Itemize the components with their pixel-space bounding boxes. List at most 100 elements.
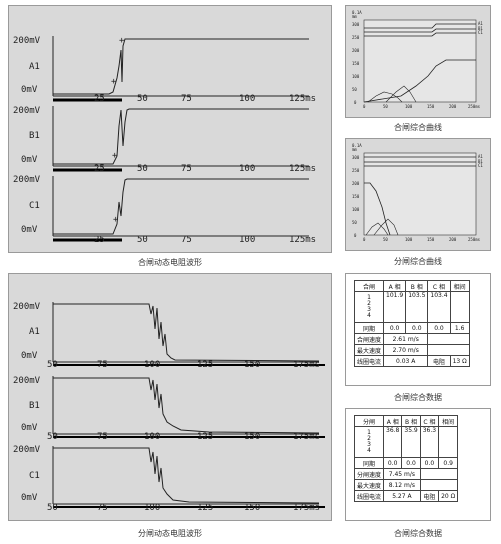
x-tick: 100 (239, 164, 255, 174)
empty-cell (427, 344, 470, 356)
svg-text:100: 100 (144, 360, 160, 370)
coil-value: 0.03 A (383, 355, 429, 367)
svg-text:75: 75 (97, 360, 108, 370)
sync-a: 0.0 (383, 457, 403, 469)
plus-marker: + (113, 215, 119, 225)
value-b: 35.9 (401, 426, 421, 458)
y-bottom-label: 0mV (21, 493, 38, 503)
table-header: 相间 (438, 415, 459, 427)
close-x-axis-1: 25 50 75 100 125ms (94, 94, 316, 104)
close-channel-b1: 200mV B1 0mV + (13, 106, 309, 172)
svg-text:100: 100 (352, 207, 360, 212)
caption-close-wave: 合闸动态电阻波形 (138, 258, 202, 267)
svg-text:300: 300 (352, 155, 360, 160)
y-unit2: mm (352, 147, 357, 152)
channel-label: A1 (29, 62, 40, 72)
max-speed-value: 2.70 m/s (383, 344, 429, 356)
y-bottom-label: 0mV (21, 155, 38, 165)
svg-text:250ms: 250ms (468, 104, 481, 109)
y-top-label: 200mV (13, 376, 41, 386)
svg-text:150: 150 (427, 237, 435, 242)
close-x-axis-3: 25 50 75 100 125ms (94, 235, 316, 245)
y-top-label: 200mV (13, 175, 41, 185)
table-header: 相间 (449, 280, 470, 292)
table-header: 合闸 (353, 280, 385, 292)
sync-label: 同期 (353, 322, 385, 334)
open-x-axis-3: 50 75 100 125 150 175ms (47, 503, 320, 513)
svg-text:A1: A1 (478, 154, 483, 159)
svg-text:250ms: 250ms (468, 237, 481, 242)
max-speed-label: 最大速度 (353, 479, 385, 491)
res-value: 20 Ω (438, 490, 459, 502)
x-axis-ticks: 0 50 100 150 200 250ms (363, 104, 481, 109)
y-top-label: 200mV (13, 302, 41, 312)
svg-text:C1: C1 (478, 163, 483, 168)
open-x-axis-2: 50 75 100 125 150 175ms (47, 432, 320, 442)
x-tick: 125ms (289, 94, 316, 104)
svg-text:125: 125 (197, 432, 213, 442)
legend: A1 B1 C1 (478, 154, 483, 168)
svg-text:B1: B1 (478, 26, 483, 31)
caption-close-curve: 合闸综合曲线 (394, 123, 442, 132)
channel-label: B1 (29, 131, 40, 141)
channel-label: A1 (29, 327, 40, 337)
value-c: 36.3 (419, 426, 440, 458)
svg-text:50: 50 (352, 220, 357, 225)
sync-inter: 1.6 (449, 322, 470, 334)
value-inter (438, 426, 459, 458)
empty-cell (427, 333, 470, 345)
svg-text:100: 100 (352, 74, 360, 79)
sync-a: 0.0 (383, 322, 407, 334)
x-tick: 50 (137, 164, 148, 174)
svg-text:B1: B1 (478, 159, 483, 164)
svg-text:175ms: 175ms (293, 432, 320, 442)
table-header: A 相 (383, 280, 407, 292)
y-axis-ticks: 300 250 200 150 100 50 0 (352, 22, 360, 105)
table-header: C 相 (419, 415, 440, 427)
channel-label: B1 (29, 401, 40, 411)
table-header: B 相 (401, 415, 421, 427)
y-unit: 0.1A (352, 143, 362, 148)
svg-text:250: 250 (352, 168, 360, 173)
res-label: 电阻 (419, 490, 440, 502)
svg-text:150: 150 (244, 503, 260, 513)
plus-marker: + (119, 36, 125, 46)
close-waveform-panel: 200mV A1 0mV + + 25 50 75 100 125ms 200m… (8, 5, 332, 253)
x-tick: 25 (94, 235, 105, 245)
res-label: 电阻 (427, 355, 451, 367)
svg-text:125: 125 (197, 360, 213, 370)
svg-text:50: 50 (352, 87, 357, 92)
svg-text:200: 200 (449, 104, 457, 109)
svg-text:125: 125 (197, 503, 213, 513)
speed-label: 分闸速度 (353, 468, 385, 480)
open-x-axis-1: 50 75 100 125 150 175ms (47, 360, 320, 370)
coil-label: 线圈电流 (353, 490, 385, 502)
svg-text:50: 50 (383, 237, 388, 242)
value-inter (449, 291, 470, 323)
svg-text:75: 75 (97, 503, 108, 513)
x-tick: 125ms (289, 164, 316, 174)
y-top-label: 200mV (13, 36, 41, 46)
value-a: 101.9 (383, 291, 407, 323)
plus-marker: + (112, 151, 118, 161)
empty-cell (419, 479, 459, 491)
coil-value: 5.27 A (383, 490, 421, 502)
x-tick: 50 (137, 94, 148, 104)
x-tick: 50 (137, 235, 148, 245)
speed-label: 合闸速度 (353, 333, 385, 345)
empty-cell (419, 468, 459, 480)
channel-label: C1 (29, 471, 40, 481)
y-top-label: 200mV (13, 445, 41, 455)
svg-text:100: 100 (144, 503, 160, 513)
speed-value: 7.45 m/s (383, 468, 421, 480)
open-curve-panel: 0.1A mm 300 250 200 150 100 50 0 A1 B1 C… (345, 138, 491, 251)
x-tick: 25 (94, 164, 105, 174)
sync-b: 0.0 (405, 322, 429, 334)
res-value: 13 Ω (449, 355, 470, 367)
svg-text:150: 150 (352, 194, 360, 199)
svg-text:0: 0 (354, 100, 357, 105)
svg-text:0: 0 (354, 233, 357, 238)
caption-open-data: 合闸综合数据 (394, 529, 442, 538)
